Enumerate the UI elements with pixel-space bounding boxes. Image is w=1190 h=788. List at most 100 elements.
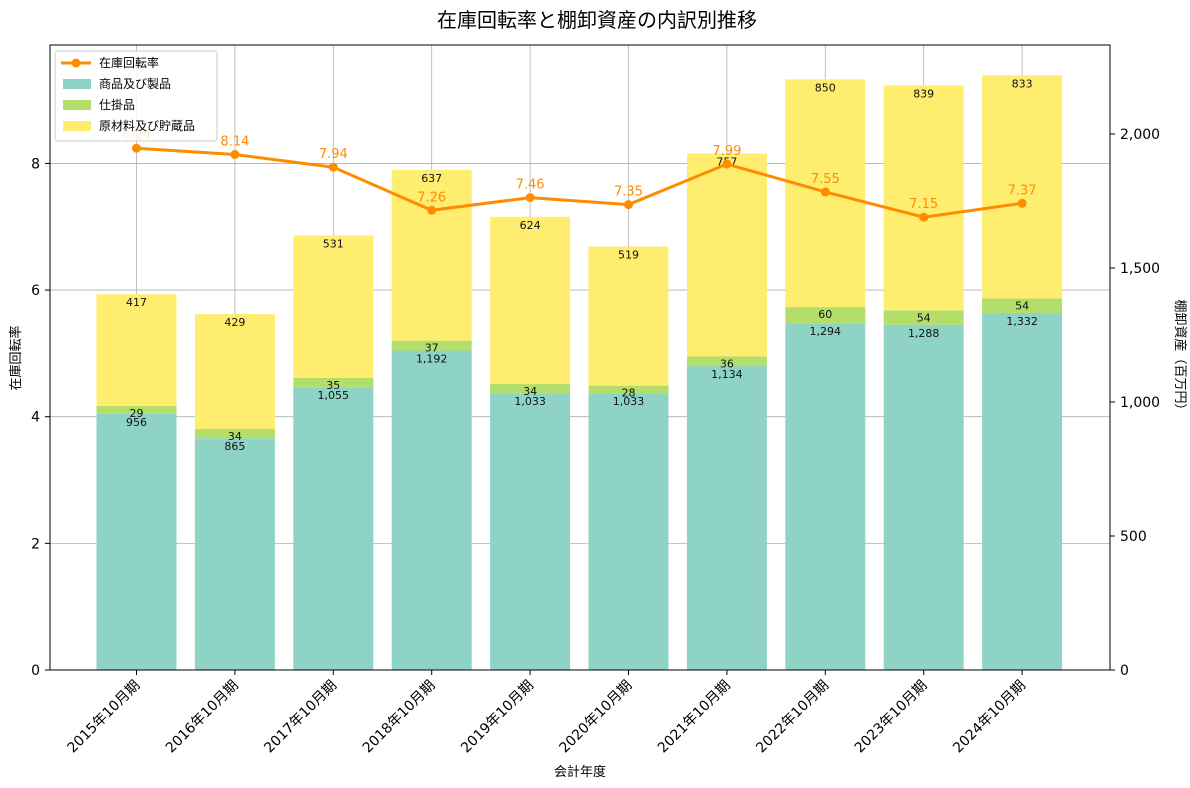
x-tick-label: 2022年10月期 (753, 678, 832, 757)
bar-segment-2 (293, 377, 374, 388)
legend-line-marker (71, 58, 81, 68)
legend-swatch (63, 100, 91, 110)
bar-segment-3 (490, 216, 571, 385)
bar-segment-3 (588, 246, 669, 386)
turnover-value-label: 7.94 (319, 147, 348, 162)
x-tick-label: 2019年10月期 (458, 678, 537, 757)
bar-value-label: 519 (618, 249, 639, 262)
x-axis-title: 会計年度 (554, 764, 606, 780)
y-left-tick-label: 2 (31, 536, 40, 552)
bar-segment-3 (982, 75, 1063, 299)
bar-segment-1 (785, 323, 866, 670)
x-tick-label: 2021年10月期 (655, 678, 734, 757)
legend-entry-label: 仕掛品 (99, 97, 135, 112)
turnover-point (919, 212, 929, 222)
turnover-point (722, 159, 732, 169)
turnover-value-label: 7.26 (417, 190, 446, 205)
y-left-tick-label: 8 (31, 156, 40, 172)
turnover-point (427, 205, 437, 215)
bar-value-label: 1,288 (908, 327, 940, 340)
bar-segment-3 (293, 235, 374, 378)
legend-entry-label: 原材料及び貯蔵品 (99, 119, 195, 133)
bar-segment-3 (883, 85, 964, 311)
x-tick-label: 2016年10月期 (163, 678, 242, 757)
chart-title: 在庫回転率と棚卸資産の内訳別推移 (437, 8, 757, 32)
x-tick-label: 2024年10月期 (950, 678, 1029, 757)
x-tick-label: 2020年10月期 (557, 678, 636, 757)
bar-segment-1 (686, 366, 767, 670)
x-tick-label: 2018年10月期 (360, 678, 439, 757)
turnover-value-label: 7.35 (614, 185, 643, 200)
bar-segment-2 (982, 298, 1063, 314)
bar-segment-1 (391, 350, 472, 670)
bar-value-label: 37 (425, 342, 439, 355)
bar-segment-1 (982, 313, 1063, 670)
bar-segment-1 (293, 387, 374, 670)
bar-value-label: 34 (228, 430, 242, 443)
y-right-tick-label: 500 (1120, 529, 1147, 545)
bar-segment-1 (194, 438, 275, 670)
bar-segment-2 (686, 356, 767, 367)
y-right-tick-label: 1,000 (1120, 395, 1160, 411)
bar-value-label: 1,192 (416, 353, 448, 366)
bar-value-label: 833 (1012, 77, 1033, 90)
y-left-tick-label: 4 (31, 410, 40, 426)
turnover-point (525, 193, 535, 203)
bar-value-label: 54 (1015, 300, 1029, 313)
bar-value-label: 1,033 (613, 395, 645, 408)
legend-box (54, 50, 218, 142)
y-right-tick-label: 0 (1120, 663, 1129, 679)
bar-value-label: 28 (622, 387, 636, 400)
legend-swatch (63, 121, 91, 131)
bar-value-label: 1,033 (514, 395, 546, 408)
y-axis-left-title: 在庫回転率 (8, 325, 24, 390)
bar-segment-1 (96, 413, 177, 670)
y-left-tick-label: 6 (31, 283, 40, 299)
bars-group (96, 75, 1063, 670)
y-right-tick-label: 2,000 (1120, 127, 1160, 143)
bar-labels-group: 95629417865344291,055355311,192376371,03… (126, 77, 1038, 453)
turnover-value-label: 7.55 (811, 172, 840, 187)
bar-value-label: 34 (523, 385, 537, 398)
bar-segment-2 (96, 406, 177, 414)
x-tick-label: 2023年10月期 (852, 678, 931, 757)
turnover-point (820, 187, 830, 197)
turnover-value-label: 7.37 (1008, 183, 1037, 198)
bar-segment-2 (883, 310, 964, 325)
bar-value-label: 417 (126, 296, 147, 309)
bar-value-label: 36 (720, 357, 734, 370)
bar-value-label: 54 (917, 311, 931, 324)
bar-segment-2 (194, 429, 275, 439)
turnover-point (132, 143, 141, 153)
bar-segment-3 (686, 153, 767, 357)
x-tick-label: 2017年10月期 (261, 678, 340, 757)
y-left-tick-label: 0 (31, 663, 40, 679)
bar-value-label: 839 (913, 87, 934, 100)
turnover-value-label: 7.46 (516, 178, 545, 193)
bar-segment-3 (194, 314, 275, 430)
turnover-point (624, 200, 633, 210)
bar-segment-1 (588, 393, 669, 670)
legend-entry-label: 商品及び製品 (99, 76, 171, 91)
bar-value-label: 624 (520, 219, 541, 232)
plot-frame (49, 44, 1111, 671)
bar-value-label: 1,332 (1006, 315, 1038, 328)
turnover-value-label: 8.14 (220, 135, 249, 150)
bar-value-label: 637 (421, 172, 442, 185)
bar-segment-2 (391, 340, 472, 351)
bar-value-label: 429 (224, 316, 245, 329)
y-axis-right-title: 棚卸資産（百万円） (1172, 299, 1188, 416)
bar-value-label: 1,294 (810, 325, 842, 338)
x-tick-label: 2015年10月期 (65, 678, 144, 757)
bar-segment-2 (785, 307, 866, 324)
turnover-point (230, 150, 240, 160)
bar-segment-3 (96, 294, 177, 407)
bar-value-label: 531 (323, 238, 344, 251)
legend-entry-label: 在庫回転率 (99, 55, 159, 70)
bar-segment-2 (588, 385, 669, 394)
turnover-value-label: 7.99 (712, 144, 741, 159)
turnover-line (136, 146, 1023, 219)
y-right-tick-label: 1,500 (1120, 261, 1160, 277)
